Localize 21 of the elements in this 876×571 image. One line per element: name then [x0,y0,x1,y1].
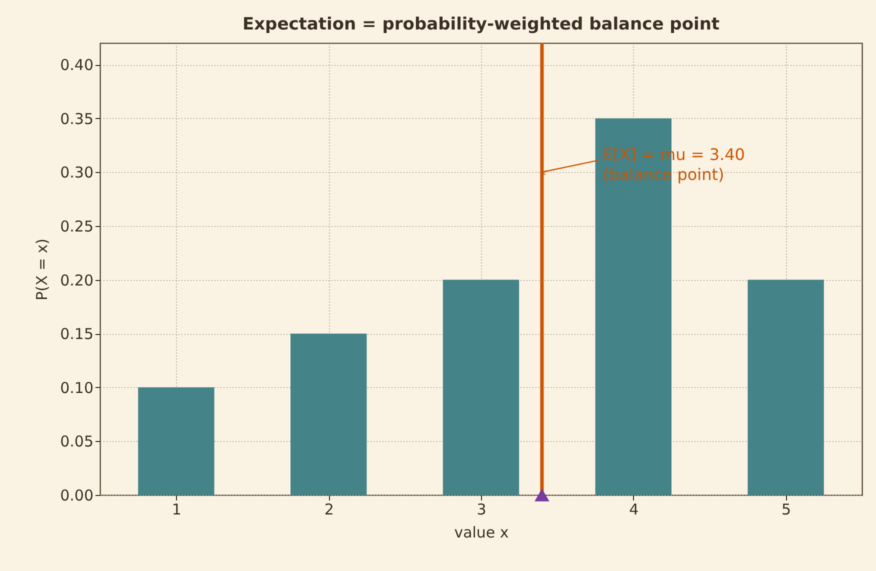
y-tick-label: 0.10 [60,378,94,397]
bar [138,387,214,495]
y-tick-label: 0.25 [60,217,94,236]
x-tick-label: 5 [782,500,792,518]
y-tick-label: 0.20 [60,271,94,290]
y-tick-label: 0.05 [60,432,94,451]
x-tick-label: 2 [324,500,334,518]
x-tick-label: 1 [172,500,182,518]
y-tick-label: 0.15 [60,325,94,344]
x-tick-label: 4 [629,500,639,518]
chart-title: Expectation = probability-weighted balance point [242,14,720,34]
bar [442,280,520,495]
bar [748,280,824,495]
bar [290,334,367,495]
y-tick-label: 0.35 [60,110,94,128]
x-axis-title: value x [454,524,509,542]
y-tick-label: 0.00 [60,486,94,504]
y-tick-label: 0.40 [60,56,94,74]
x-tick-label: 3 [476,500,486,518]
y-tick-label: 0.30 [60,164,94,182]
y-axis-title: P(X = x) [33,238,52,301]
